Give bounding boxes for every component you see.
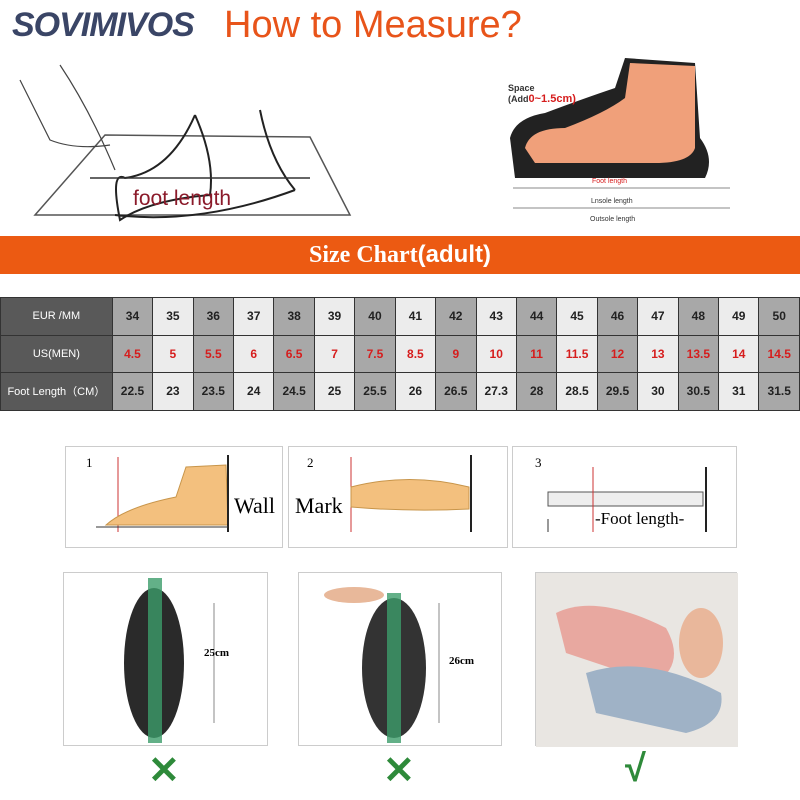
table-cell: 24	[233, 372, 275, 411]
banner-title: Size Chart	[309, 242, 418, 268]
example-2-panel: 26cm	[298, 572, 502, 746]
shoe-cross-section-illustration	[510, 58, 730, 209]
table-cell: 5.5	[192, 334, 235, 373]
measure-label: 26cm	[449, 655, 475, 667]
table-cell: 6.5	[273, 334, 315, 373]
table-cell: 30	[637, 372, 679, 411]
step-1-panel: 1 Wall	[65, 446, 283, 548]
table-cell: 41	[394, 297, 437, 336]
table-cell: 37	[233, 297, 275, 336]
table-cell: 22.5	[111, 372, 154, 411]
table-cell: 11	[515, 334, 558, 373]
table-cell: 8.5	[394, 334, 437, 373]
foot-length-dim: Foot length	[592, 178, 628, 185]
table-cell: 28.5	[556, 372, 598, 411]
foot-measuring-device-photo	[536, 573, 738, 747]
step-number: 2	[307, 455, 314, 470]
step-3-panel: 3 -Foot length-	[512, 446, 737, 548]
table-cell: 7.5	[354, 334, 396, 373]
brand-logo: SOVIMIVOS	[12, 6, 195, 44]
table-cell: 24.5	[273, 372, 315, 411]
step-2-illustration	[350, 455, 472, 532]
outsole-length-dim: Outsole length	[590, 216, 636, 223]
space-range: 0~1.5cm)	[528, 93, 576, 105]
table-cell: 38	[273, 297, 315, 336]
row-header: US(MEN)	[0, 334, 113, 373]
table-cell: 29.5	[596, 372, 639, 411]
table-cell: 13.5	[677, 334, 720, 373]
foot-length-label: foot length	[133, 187, 232, 210]
table-row: Foot Length（CM） 22.5 23 23.5 24 24.5 25 25.5 26 2…	[0, 372, 800, 411]
wrong-mark-icon: ✕	[148, 750, 180, 792]
table-cell: 6	[233, 334, 275, 373]
table-cell: 28	[515, 372, 558, 411]
table-cell: 40	[354, 297, 396, 336]
table-cell: 10	[475, 334, 517, 373]
table-cell: 31.5	[758, 372, 800, 411]
table-cell: 25	[313, 372, 356, 411]
table-cell: 7	[313, 334, 356, 373]
table-cell: 27.3	[475, 372, 517, 411]
insole-measure-photo	[124, 578, 215, 743]
table-cell: 14.5	[758, 334, 800, 373]
table-cell: 14	[718, 334, 760, 373]
table-row: EUR /MM 34 35 36 37 38 39 40 41 42 43 44 45 46 47 48 49 5…	[0, 297, 800, 336]
example-1-panel: 25cm	[63, 572, 268, 746]
step-3-illustration	[547, 467, 707, 532]
table-row: US(MEN) 4.5 5 5.5 6 6.5 7 7.5 8.5 9 10 11 11.5 12 13 13…	[0, 334, 800, 373]
table-cell: 26	[394, 372, 437, 411]
table-cell: 31	[718, 372, 760, 411]
table-cell: 4.5	[111, 334, 154, 373]
table-cell: 25.5	[354, 372, 396, 411]
space-text: Space	[508, 83, 535, 93]
table-cell: 45	[556, 297, 598, 336]
table-cell: 50	[758, 297, 800, 336]
table-cell: 47	[637, 297, 679, 336]
space-add-text: (Add	[508, 94, 529, 104]
outsole-measure-photo	[324, 587, 440, 743]
table-cell: 36	[192, 297, 235, 336]
table-cell: 5	[152, 334, 194, 373]
row-header: Foot Length（CM）	[0, 372, 113, 411]
table-cell: 44	[515, 297, 558, 336]
correct-mark-icon: √	[625, 748, 646, 790]
table-cell: 49	[718, 297, 760, 336]
table-cell: 12	[596, 334, 639, 373]
table-cell: 9	[435, 334, 477, 373]
table-cell: 39	[313, 297, 356, 336]
size-table: EUR /MM 34 35 36 37 38 39 40 41 42 43 44 45 46 47 48 49 5…	[0, 297, 800, 411]
step-label: Wall	[234, 493, 275, 518]
table-cell: 23	[152, 372, 194, 411]
step-label: -Foot length-	[595, 509, 685, 528]
banner-suffix: (adult)	[417, 241, 491, 268]
step-1-illustration	[96, 455, 229, 532]
wrong-mark-icon: ✕	[383, 750, 415, 792]
row-header: EUR /MM	[0, 297, 113, 336]
table-cell: 35	[152, 297, 194, 336]
page-title: How to Measure?	[224, 4, 522, 46]
table-cell: 26.5	[435, 372, 477, 411]
table-cell: 43	[475, 297, 517, 336]
step-number: 3	[535, 455, 542, 470]
space-label: Space (Add0~1.5cm)	[508, 83, 576, 105]
table-cell: 30.5	[677, 372, 720, 411]
table-cell: 46	[596, 297, 639, 336]
foot-tracing-illustration	[19, 64, 352, 222]
step-label: Mark	[295, 493, 343, 518]
step-number: 1	[86, 455, 93, 470]
example-3-panel	[535, 572, 738, 747]
table-cell: 13	[637, 334, 679, 373]
table-cell: 23.5	[192, 372, 235, 411]
table-cell: 42	[435, 297, 477, 336]
size-chart-banner: Size Chart(adult)	[0, 236, 800, 274]
table-cell: 34	[111, 297, 154, 336]
step-2-panel: 2 Mark	[288, 446, 508, 548]
table-cell: 11.5	[556, 334, 598, 373]
measure-label: 25cm	[204, 647, 230, 659]
insole-length-dim: Lnsole length	[591, 198, 633, 205]
table-cell: 48	[677, 297, 720, 336]
